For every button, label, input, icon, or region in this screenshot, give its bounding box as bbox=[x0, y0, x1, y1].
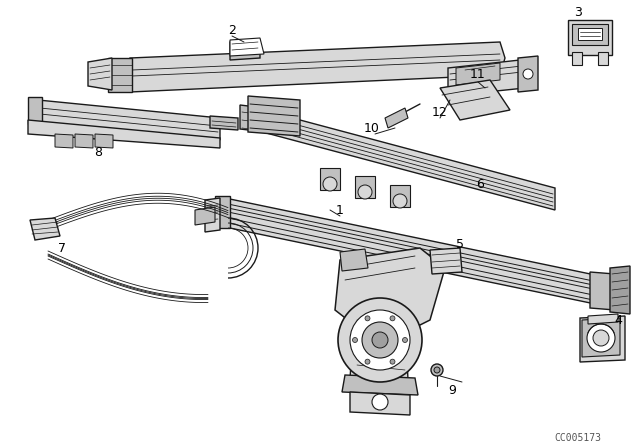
Circle shape bbox=[434, 367, 440, 373]
Polygon shape bbox=[580, 316, 625, 362]
Polygon shape bbox=[205, 198, 220, 232]
Polygon shape bbox=[340, 249, 368, 271]
Text: 9: 9 bbox=[448, 383, 456, 396]
Circle shape bbox=[338, 298, 422, 382]
Text: 3: 3 bbox=[574, 5, 582, 18]
Polygon shape bbox=[390, 185, 410, 207]
Circle shape bbox=[358, 185, 372, 199]
Circle shape bbox=[390, 316, 395, 321]
Polygon shape bbox=[610, 266, 630, 314]
Polygon shape bbox=[350, 310, 408, 380]
Polygon shape bbox=[215, 196, 230, 228]
Polygon shape bbox=[456, 63, 500, 85]
Text: 7: 7 bbox=[58, 241, 66, 254]
Circle shape bbox=[523, 69, 533, 79]
Polygon shape bbox=[75, 134, 93, 148]
Circle shape bbox=[362, 322, 398, 358]
Text: 4: 4 bbox=[614, 314, 622, 327]
Polygon shape bbox=[582, 318, 620, 357]
Polygon shape bbox=[230, 38, 264, 56]
Polygon shape bbox=[572, 24, 608, 45]
Polygon shape bbox=[230, 40, 260, 60]
Text: 2: 2 bbox=[228, 23, 236, 36]
Polygon shape bbox=[578, 28, 602, 40]
Circle shape bbox=[365, 359, 370, 364]
Text: 1: 1 bbox=[336, 203, 344, 216]
Polygon shape bbox=[572, 52, 582, 65]
Polygon shape bbox=[518, 56, 538, 92]
Polygon shape bbox=[240, 105, 265, 132]
Polygon shape bbox=[195, 207, 215, 225]
Polygon shape bbox=[568, 20, 612, 55]
Circle shape bbox=[372, 332, 388, 348]
Circle shape bbox=[403, 337, 408, 343]
Polygon shape bbox=[108, 58, 132, 92]
Polygon shape bbox=[448, 60, 525, 96]
Circle shape bbox=[587, 324, 615, 352]
Polygon shape bbox=[320, 168, 340, 190]
Polygon shape bbox=[350, 392, 410, 415]
Circle shape bbox=[390, 359, 395, 364]
Polygon shape bbox=[255, 108, 555, 210]
Polygon shape bbox=[225, 198, 600, 305]
Circle shape bbox=[365, 316, 370, 321]
Circle shape bbox=[372, 394, 388, 410]
Text: 6: 6 bbox=[476, 178, 484, 191]
Polygon shape bbox=[588, 314, 618, 324]
Polygon shape bbox=[210, 116, 238, 130]
Text: 5: 5 bbox=[456, 238, 464, 251]
Circle shape bbox=[393, 194, 407, 208]
Text: 11: 11 bbox=[470, 69, 486, 82]
Polygon shape bbox=[385, 108, 408, 128]
Circle shape bbox=[431, 364, 443, 376]
Polygon shape bbox=[38, 100, 220, 140]
Polygon shape bbox=[342, 375, 418, 395]
Polygon shape bbox=[130, 42, 505, 92]
Polygon shape bbox=[590, 272, 615, 310]
Polygon shape bbox=[430, 248, 462, 274]
Polygon shape bbox=[28, 97, 42, 124]
Polygon shape bbox=[248, 96, 300, 136]
Circle shape bbox=[593, 330, 609, 346]
Circle shape bbox=[353, 337, 358, 343]
Circle shape bbox=[323, 177, 337, 191]
Polygon shape bbox=[55, 134, 73, 148]
Text: CC005173: CC005173 bbox=[554, 433, 602, 443]
Text: 10: 10 bbox=[364, 121, 380, 134]
Polygon shape bbox=[30, 218, 60, 240]
Circle shape bbox=[350, 310, 410, 370]
Polygon shape bbox=[88, 58, 112, 90]
Polygon shape bbox=[95, 134, 113, 148]
Polygon shape bbox=[440, 80, 510, 120]
Polygon shape bbox=[355, 176, 375, 198]
Polygon shape bbox=[335, 248, 445, 345]
Polygon shape bbox=[598, 52, 608, 65]
Text: 8: 8 bbox=[94, 146, 102, 159]
Text: 12: 12 bbox=[432, 105, 448, 119]
Polygon shape bbox=[28, 120, 220, 148]
